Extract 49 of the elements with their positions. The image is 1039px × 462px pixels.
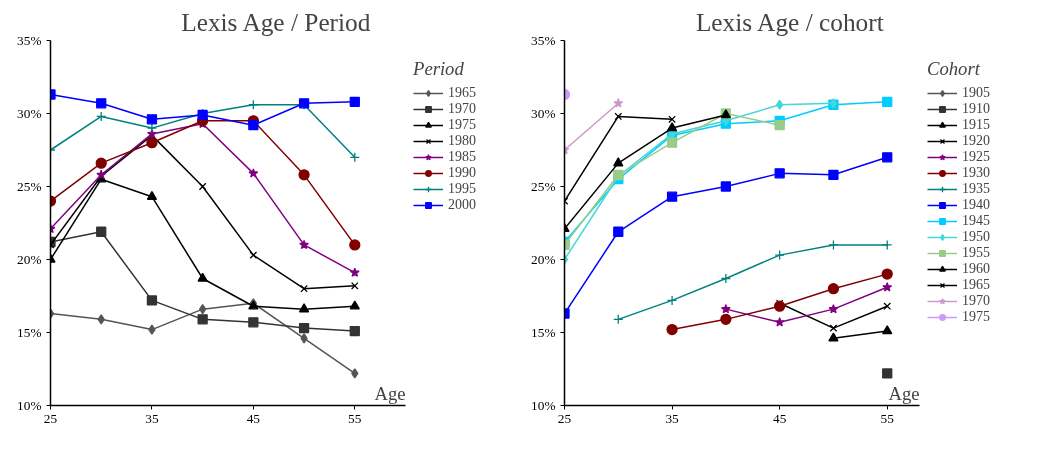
legend-label: 1985 bbox=[448, 149, 476, 165]
y-tick-label: 10% bbox=[17, 398, 42, 413]
legend-label: 1915 bbox=[962, 117, 990, 133]
legend-label: 1940 bbox=[962, 197, 990, 213]
legend-label: 1925 bbox=[962, 149, 990, 165]
y-tick-label: 25% bbox=[531, 179, 556, 194]
x-tick-label: 35 bbox=[665, 410, 680, 426]
x-tick-label: 25 bbox=[557, 410, 572, 426]
legend-label: 1955 bbox=[962, 245, 990, 261]
y-tick-label: 25% bbox=[17, 179, 42, 194]
legend-label: 1965 bbox=[448, 85, 476, 101]
chart-title: Lexis Age / cohort bbox=[695, 7, 884, 36]
x-axis-title: Age bbox=[888, 382, 920, 404]
legend-label: 1960 bbox=[962, 261, 990, 277]
legend-label: 1970 bbox=[448, 101, 476, 117]
legend-label: 1975 bbox=[962, 309, 990, 325]
legend-label: 1945 bbox=[962, 213, 990, 229]
y-tick-label: 30% bbox=[17, 106, 42, 121]
x-tick-label: 45 bbox=[246, 410, 261, 426]
y-tick-label: 20% bbox=[17, 252, 42, 267]
x-tick-label: 55 bbox=[880, 410, 895, 426]
legend-label: 1950 bbox=[962, 229, 990, 245]
y-tick-label: 15% bbox=[17, 325, 42, 340]
legend-label: 1970 bbox=[962, 293, 990, 309]
y-tick-label: 20% bbox=[531, 252, 556, 267]
y-tick-label: 30% bbox=[531, 106, 556, 121]
y-tick-label: 10% bbox=[531, 398, 556, 413]
legend-label: 1935 bbox=[962, 181, 990, 197]
chart-title: Lexis Age / Period bbox=[181, 7, 371, 36]
legend-label: 1995 bbox=[448, 181, 476, 197]
legend-label: 1930 bbox=[962, 165, 990, 181]
x-axis-title: Age bbox=[374, 382, 406, 404]
legend-label: 1905 bbox=[962, 85, 990, 101]
legend-label: 1980 bbox=[448, 133, 476, 149]
legend-title: Cohort bbox=[927, 58, 982, 80]
legend-label: 1910 bbox=[962, 101, 990, 117]
legend-label: 2000 bbox=[448, 197, 476, 213]
y-tick-label: 35% bbox=[531, 33, 556, 48]
y-tick-label: 15% bbox=[531, 325, 556, 340]
legend-label: 1975 bbox=[448, 117, 476, 133]
x-tick-label: 35 bbox=[145, 410, 159, 426]
legend-label: 1920 bbox=[962, 133, 990, 149]
legend-label: 1990 bbox=[448, 165, 476, 181]
x-tick-label: 25 bbox=[43, 410, 58, 426]
y-tick-label: 35% bbox=[17, 33, 42, 48]
x-tick-label: 45 bbox=[772, 410, 787, 426]
legend-title: Period bbox=[413, 58, 465, 80]
x-tick-label: 55 bbox=[348, 410, 362, 426]
legend-label: 1965 bbox=[962, 277, 990, 293]
